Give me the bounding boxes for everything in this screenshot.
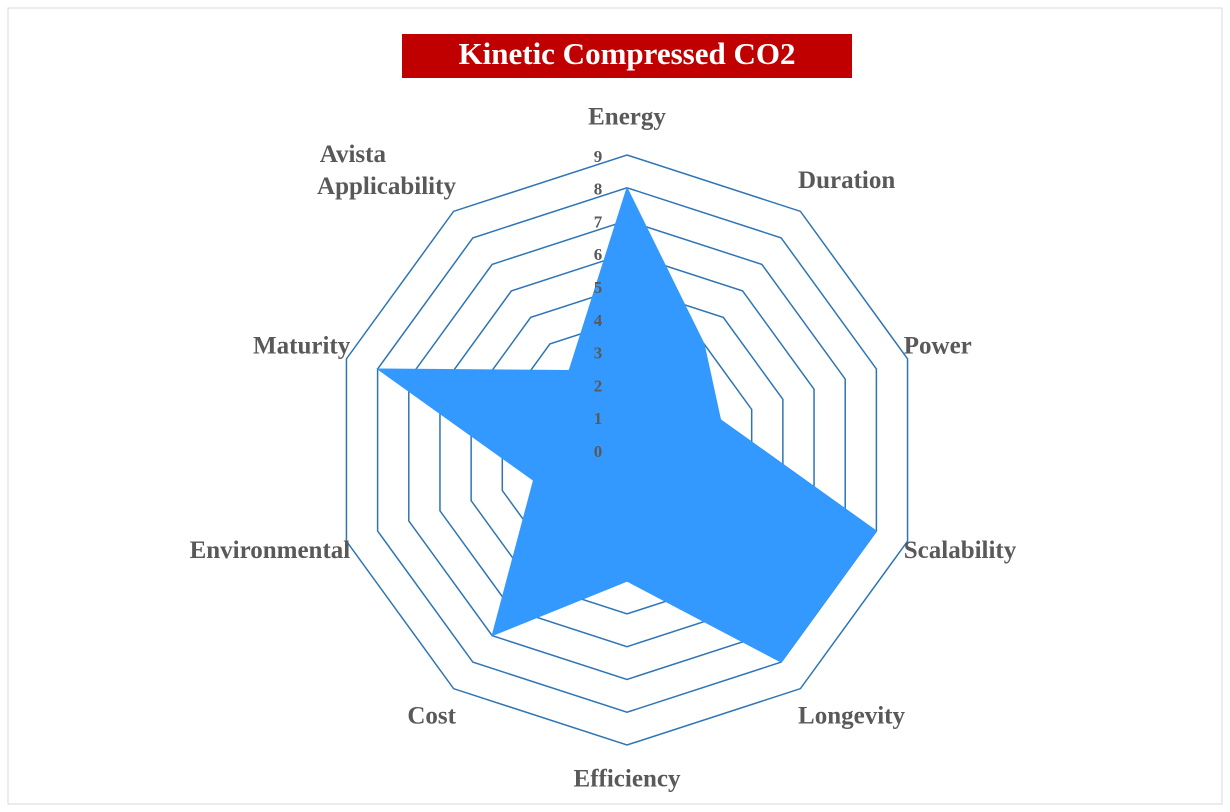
category-label: Environmental <box>190 537 351 564</box>
chart-title: Kinetic Compressed CO2 <box>459 36 796 71</box>
category-label: Power <box>904 332 972 359</box>
category-label: Avista Applicability <box>317 141 456 200</box>
tick-label: 4 <box>594 311 603 330</box>
tick-label: 6 <box>594 245 603 264</box>
category-label: Duration <box>798 167 895 194</box>
radar-area <box>376 186 878 663</box>
category-label: Efficiency <box>574 766 681 793</box>
grid-ring <box>345 154 909 746</box>
tick-label: 5 <box>594 278 603 297</box>
tick-label: 1 <box>594 409 603 428</box>
tick-label: 8 <box>594 180 603 199</box>
grid-ring <box>408 219 846 681</box>
tick-label: 2 <box>594 376 603 395</box>
grid-ring <box>376 186 878 714</box>
category-label: Energy <box>588 104 666 131</box>
tick-label: 0 <box>594 442 603 461</box>
tick-label: 3 <box>594 344 603 363</box>
category-label: Cost <box>407 703 456 730</box>
grid-ring <box>439 252 815 648</box>
category-label: Maturity <box>253 332 351 359</box>
tick-label: 9 <box>594 147 603 166</box>
category-label: Scalability <box>904 537 1017 564</box>
tick-label: 7 <box>594 212 603 231</box>
title-box <box>402 34 852 78</box>
category-label: Longevity <box>798 703 905 730</box>
